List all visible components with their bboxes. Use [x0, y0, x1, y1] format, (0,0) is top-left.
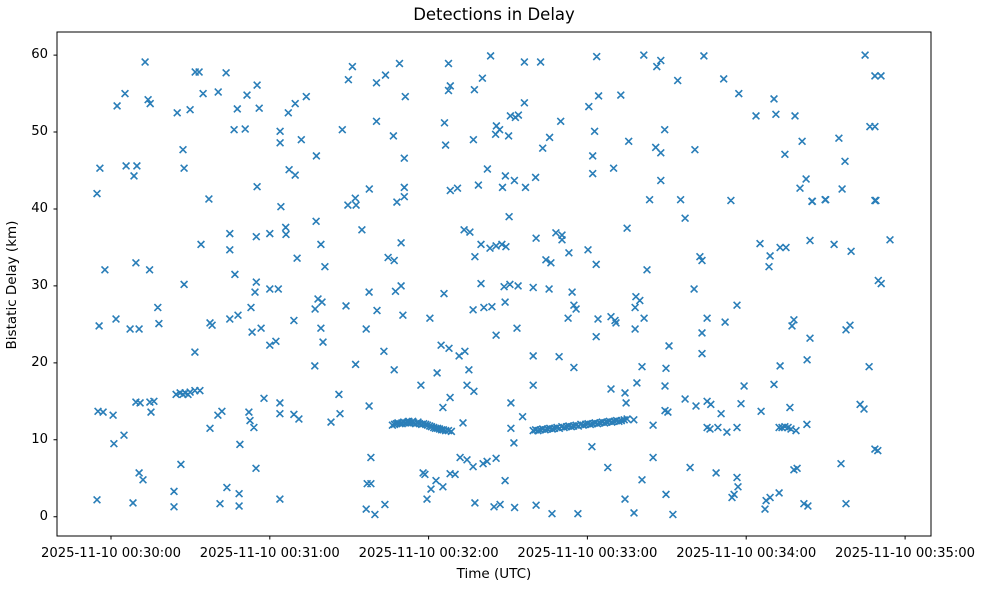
y-tick-label: 30: [31, 277, 48, 293]
x-axis-label: Time (UTC): [456, 566, 532, 582]
chart-title: Detections in Delay: [413, 5, 575, 24]
y-tick-label: 60: [31, 47, 48, 63]
x-tick-label: 2025-11-10 00:34:00: [676, 546, 817, 561]
y-tick-label: 0: [39, 508, 48, 524]
x-tick-label: 2025-11-10 00:35:00: [835, 546, 976, 561]
y-tick-label: 50: [31, 124, 48, 140]
axes-frame: [56, 31, 932, 537]
x-tick-label: 2025-11-10 00:31:00: [199, 546, 340, 561]
x-tick-label: 2025-11-10 00:32:00: [358, 546, 499, 561]
y-tick-label: 40: [31, 200, 48, 216]
x-tick-label: 2025-11-10 00:30:00: [40, 546, 182, 561]
x-tick-label: 2025-11-10 00:33:00: [517, 546, 658, 561]
y-tick-label: 20: [31, 354, 48, 370]
y-tick-label: 10: [31, 431, 48, 447]
axis-ticks: [53, 54, 906, 540]
scatter-markers: [93, 51, 894, 519]
